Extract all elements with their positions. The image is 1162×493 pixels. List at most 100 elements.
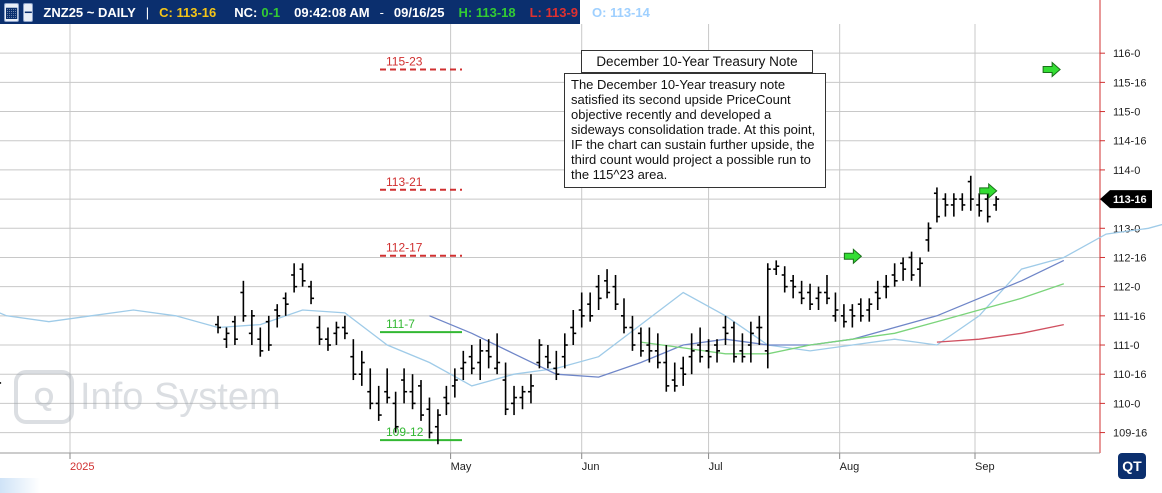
moving-average-line — [429, 259, 1065, 378]
ohlc-bar — [502, 362, 509, 416]
corner-decoration — [0, 478, 40, 493]
grid-icon[interactable]: ▦ — [4, 2, 20, 22]
ohlc-bar — [231, 315, 238, 346]
ohlc-bar — [781, 266, 788, 293]
qt-logo[interactable]: QT — [1118, 453, 1146, 479]
ohlc-bar — [629, 315, 636, 351]
ohlc-bar — [561, 333, 568, 369]
y-tick-label: 110-0 — [1113, 398, 1140, 410]
close-price: C: 113-16 — [159, 4, 217, 20]
ohlc-bar — [274, 304, 281, 328]
ohlc-bar — [773, 260, 780, 275]
ohlc-bar — [367, 368, 374, 410]
ohlc-bar — [282, 292, 289, 316]
plot-area — [0, 24, 1100, 453]
ohlc-bar — [265, 315, 272, 351]
ohlc-bar — [874, 280, 881, 310]
ohlc-bar — [485, 339, 492, 369]
ohlc-bar — [646, 327, 653, 363]
y-tick-label: 109-16 — [1113, 428, 1147, 440]
symbol-label: ZNZ25 ~ DAILY — [43, 4, 136, 20]
ohlc-bar — [925, 222, 932, 252]
ohlc-bar — [857, 298, 864, 322]
ohlc-bar — [722, 315, 729, 346]
x-tick-label: Aug — [840, 461, 860, 473]
note-title: December 10-Year Treasury Note — [581, 50, 813, 73]
ohlc-bar — [714, 339, 721, 363]
ohlc-bar — [908, 251, 915, 281]
ohlc-bar — [392, 391, 399, 433]
ohlc-bar — [891, 263, 898, 287]
chart-toolbar: ▦ − ZNZ25 ~ DAILY | C: 113-16 NC: 0-1 09… — [0, 0, 650, 24]
ohlc-bar — [832, 292, 839, 322]
ohlc-bar — [730, 321, 737, 363]
ohlc-bar — [257, 327, 264, 357]
ohlc-bar — [807, 283, 814, 310]
x-tick-label: May — [451, 461, 472, 473]
ohlc-bar — [688, 333, 695, 375]
last-price-tag — [1100, 190, 1152, 209]
ohlc-bar — [384, 368, 391, 404]
ohlc-bar — [468, 345, 475, 375]
ohlc-bar — [544, 345, 551, 369]
ohlc-bar — [942, 193, 949, 217]
open-price: O: 113-14 — [592, 4, 650, 20]
ohlc-bar — [739, 333, 746, 363]
ohlc-bar — [333, 321, 340, 346]
ohlc-bar — [223, 327, 230, 348]
y-tick-label: 116-0 — [1113, 48, 1140, 60]
ohlc-bar — [418, 380, 425, 421]
ohlc-bar — [316, 315, 323, 346]
y-tick-label: 114-0 — [1113, 165, 1140, 177]
watermark-text: Info System — [80, 375, 281, 418]
ohlc-bar — [917, 257, 924, 287]
y-tick-label: 112-16 — [1113, 252, 1146, 264]
ohlc-bar — [409, 374, 416, 410]
ohlc-bar — [308, 280, 315, 305]
ohlc-bar — [798, 280, 805, 305]
y-tick-label: 115-16 — [1113, 77, 1146, 89]
ohlc-bar — [341, 315, 348, 340]
ohlc-bar — [671, 362, 678, 392]
y-tick-label: 112-0 — [1113, 282, 1140, 294]
signal-arrow-icon — [979, 182, 998, 200]
ohlc-bar — [570, 310, 577, 346]
ohlc-bar — [324, 327, 331, 351]
note-body: The December 10-Year treasury note satis… — [564, 73, 826, 188]
ohlc-bar — [248, 310, 255, 346]
ohlc-bar — [984, 193, 991, 223]
ohlc-bar — [215, 315, 222, 334]
ohlc-bar — [511, 385, 518, 416]
low-price: L: 113-9 — [529, 4, 579, 20]
toolbar-separator: | — [145, 4, 150, 20]
ohlc-bar — [900, 257, 907, 281]
ohlc-bar — [350, 339, 357, 381]
quote-date: 09/16/25 — [393, 4, 445, 20]
ohlc-bar — [587, 292, 594, 322]
ohlc-bar — [291, 263, 298, 293]
ohlc-bar — [375, 385, 382, 421]
ohlc-bar — [790, 274, 797, 299]
ohlc-bar — [477, 339, 484, 381]
ohlc-bar — [443, 385, 450, 416]
net-change-value: 0-1 — [261, 4, 281, 20]
ohlc-bar — [637, 327, 644, 357]
y-tick-label: 114-16 — [1113, 136, 1146, 148]
ohlc-bar — [451, 368, 458, 398]
ohlc-bar — [950, 193, 957, 217]
ohlc-bar — [747, 321, 754, 363]
ohlc-bar — [756, 315, 763, 346]
minus-icon[interactable]: − — [23, 2, 34, 22]
y-tick-label: 110-16 — [1113, 369, 1146, 381]
y-tick-label: 113-0 — [1113, 223, 1140, 235]
ohlc-bar — [578, 292, 585, 328]
ohlc-bar — [976, 193, 983, 217]
toolbar-dash: - — [379, 4, 384, 20]
watermark-logo-icon: Q — [14, 370, 74, 424]
signal-arrow-icon — [1042, 61, 1061, 78]
ohlc-bar — [663, 345, 670, 392]
ohlc-bar — [680, 356, 687, 386]
ohlc-bar — [426, 397, 433, 439]
x-tick-label: 2025 — [70, 461, 94, 473]
